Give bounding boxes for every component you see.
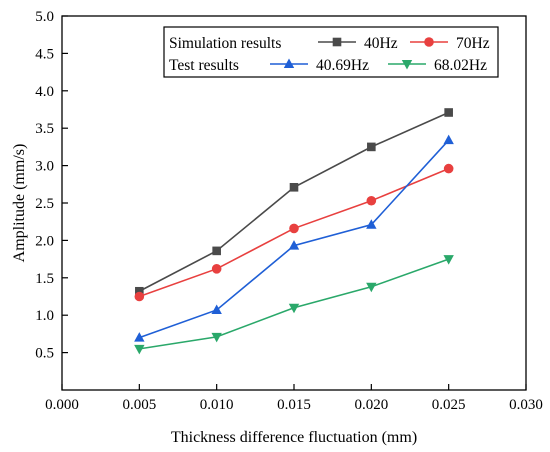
y-tick-label: 3.0 [35,159,54,175]
y-tick-label: 2.0 [35,233,54,249]
legend-marker [401,60,413,70]
data-point [366,195,377,206]
series-layer [134,108,454,355]
x-axis: 0.000 0.005 0.010 0.015 0.020 0.025 0.030 [45,384,543,413]
data-point [366,219,377,229]
y-tick-label: 4.5 [35,46,54,62]
legend-label: 70Hz [456,35,490,52]
data-point [443,255,454,265]
legend: Simulation results Test results 40Hz 70Hz… [163,26,499,78]
data-point [134,344,145,355]
y-tick-label: 5.0 [35,9,54,25]
legend-entry: 40.69Hz [270,57,369,74]
x-tick-label: 0.005 [122,397,156,413]
y-axis-label: Amplitude (mm/s) [11,144,28,263]
y-tick-label: 0.5 [35,346,54,362]
y-tick-label: 2.5 [35,196,54,212]
legend-entry: 68.02Hz [388,57,487,74]
y-axis: 0.5 1.0 1.5 2.0 2.5 3.0 3.5 4.0 4.5 5.0 [35,9,68,362]
legend-group-test: Test results [169,57,239,74]
legend-marker [283,58,295,68]
data-point [134,291,145,302]
legend-label: 68.02Hz [434,57,487,74]
data-point [288,303,300,314]
series-3 [134,255,454,355]
legend-group-simulation: Simulation results [169,35,281,52]
data-point [367,142,376,152]
data-point [443,134,454,145]
y-tick-label: 1.0 [35,308,54,324]
legend-label: 40.69Hz [316,57,369,74]
plot-area [61,15,527,391]
series-0 [135,108,453,296]
legend-entry: 70Hz [410,35,490,52]
x-tick-label: 0.030 [509,397,543,413]
data-point [211,264,222,274]
series-2 [134,134,454,342]
data-point [211,304,222,314]
x-tick-label: 0.015 [277,397,311,413]
data-point [212,246,221,256]
data-point [135,286,144,296]
data-point [134,332,145,342]
data-point [289,182,299,192]
data-point [289,223,299,234]
y-tick-label: 1.5 [35,271,54,287]
y-tick-label: 3.5 [35,121,54,137]
legend-marker [424,37,434,47]
data-point [444,108,453,117]
data-point [366,282,377,293]
x-tick-label: 0.020 [354,397,388,413]
legend-marker [332,37,342,47]
x-axis-label: Thickness difference fluctuation (mm) [171,429,417,446]
x-tick-label: 0.000 [45,397,79,413]
x-tick-label: 0.010 [200,397,234,413]
x-tick-label: 0.025 [432,397,466,413]
data-point [211,332,222,343]
legend-entries: 40Hz 70Hz 40.69Hz 68.02Hz [270,35,490,74]
data-point [288,240,300,250]
series-1 [134,163,454,302]
data-point [443,163,454,174]
legend-box [163,26,499,78]
legend-entry: 40Hz [318,35,398,52]
y-tick-label: 4.0 [35,84,54,100]
legend-label: 40Hz [364,35,398,52]
